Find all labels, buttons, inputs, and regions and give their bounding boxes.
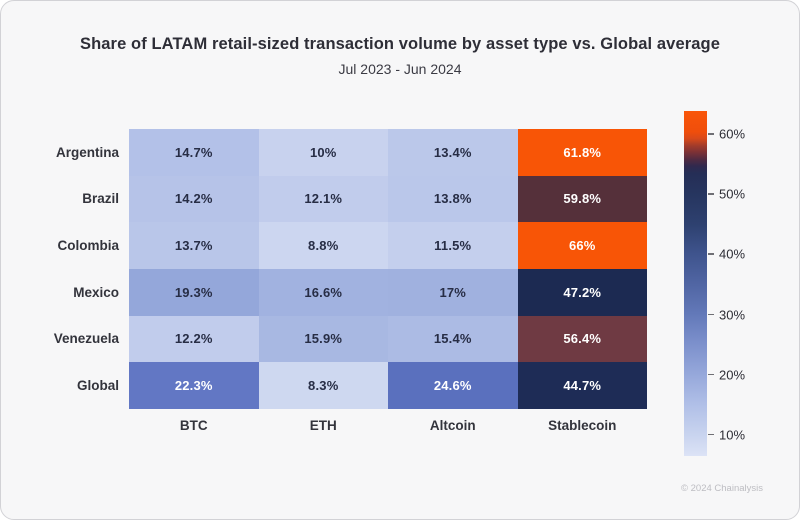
heatmap-cell: 61.8% xyxy=(517,129,647,176)
heatmap-cell: 8.8% xyxy=(258,222,388,269)
heatmap-cell: 47.2% xyxy=(517,268,647,316)
column-label-eth: ETH xyxy=(309,418,337,433)
heatmap-cell: 24.6% xyxy=(388,362,518,409)
heatmap-cell-value: 14.2% xyxy=(174,191,213,207)
heatmap-cell-value: 13.4% xyxy=(433,144,472,160)
heatmap-cell-value: 12.2% xyxy=(174,331,213,347)
heatmap-cell-value: 56.4% xyxy=(563,331,602,347)
heatmap-cell-value: 8.3% xyxy=(308,378,339,394)
heatmap-cell-value: 22.3% xyxy=(174,378,213,394)
heatmap-cell: 13.7% xyxy=(129,222,259,269)
heatmap-cell-value: 10% xyxy=(309,144,337,160)
colorbar-gradient xyxy=(684,111,707,456)
colorbar-tick-label: 10% xyxy=(719,427,746,443)
colorbar-tick xyxy=(708,133,714,135)
heatmap-cell-value: 13.8% xyxy=(433,191,472,207)
heatmap-cell-value: 8.8% xyxy=(308,238,339,254)
colorbar-legend: 60% 50% 40% 30% 20% 10% xyxy=(684,111,746,456)
heatmap-cell-value: 66% xyxy=(568,238,596,254)
column-label-altcoin: Altcoin xyxy=(429,418,476,433)
heatmap-cell-value: 12.1% xyxy=(304,191,343,207)
heatmap-cell-value: 17% xyxy=(439,284,467,300)
heatmap-cell-value: 16.6% xyxy=(304,284,343,300)
chart-subtitle: Jul 2023 - Jun 2024 xyxy=(338,61,462,77)
copyright-text: © 2024 Chainalysis xyxy=(681,483,763,494)
row-label-brazil: Brazil xyxy=(82,191,119,207)
colorbar-tick xyxy=(708,313,714,316)
chart-title: Share of LATAM retail-sized transaction … xyxy=(80,35,720,53)
heatmap-cell: 22.3% xyxy=(129,362,259,409)
heatmap-cell: 44.7% xyxy=(517,362,647,409)
colorbar-tick xyxy=(708,433,714,436)
heatmap-cell-value: 13.7% xyxy=(174,238,213,254)
colorbar-tick xyxy=(708,373,714,376)
colorbar-tick-label: 20% xyxy=(719,367,746,383)
heatmap-cell: 13.4% xyxy=(388,129,518,176)
heatmap-cell: 59.8% xyxy=(517,175,647,223)
heatmap-cell-value: 14.7% xyxy=(174,144,213,160)
heatmap-cell: 11.5% xyxy=(388,222,518,269)
heatmap-cell: 17% xyxy=(388,268,518,316)
heatmap-cell: 56.4% xyxy=(517,315,647,363)
row-label-argentina: Argentina xyxy=(55,144,119,160)
colorbar-tick xyxy=(708,253,714,255)
colorbar-tick-label: 50% xyxy=(719,186,746,202)
heatmap-cell-value: 19.3% xyxy=(174,284,213,300)
column-label-stablecoin: Stablecoin xyxy=(548,418,617,433)
row-label-venezuela: Venezuela xyxy=(53,331,119,347)
heatmap-cell: 14.2% xyxy=(129,175,259,223)
heatmap-cell-value: 15.4% xyxy=(433,331,472,347)
heatmap-cell-value: 15.9% xyxy=(304,331,343,347)
row-label-global: Global xyxy=(76,378,119,394)
heatmap-cell: 14.7% xyxy=(129,129,259,176)
row-label-colombia: Colombia xyxy=(57,238,119,254)
heatmap-cell-value: 59.8% xyxy=(563,191,602,207)
heatmap-cell: 12.2% xyxy=(129,315,259,363)
column-label-btc: BTC xyxy=(179,418,208,433)
heatmap-cell-value: 47.2% xyxy=(563,284,602,300)
heatmap-cell: 66% xyxy=(517,222,647,269)
colorbar-tick-label: 40% xyxy=(719,246,746,262)
heatmap-cell-value: 44.7% xyxy=(563,378,602,394)
heatmap-cell: 12.1% xyxy=(258,175,388,223)
row-label-mexico: Mexico xyxy=(73,284,119,300)
colorbar-tick xyxy=(708,193,714,195)
heatmap-cell: 10% xyxy=(258,129,388,176)
heatmap-cell: 8.3% xyxy=(258,362,388,409)
heatmap-cell: 19.3% xyxy=(129,268,259,316)
heatmap-cell: 15.9% xyxy=(258,315,388,363)
heatmap-cell: 15.4% xyxy=(388,315,518,363)
heatmap: 14.7% 10% 13.4% 61.8% 14.2% 12.1% 13.8% 59.8% 13… xyxy=(129,129,647,409)
heatmap-cell: 13.8% xyxy=(388,175,518,223)
heatmap-cell-value: 24.6% xyxy=(433,378,472,394)
heatmap-cell-value: 61.8% xyxy=(563,144,602,160)
heatmap-cell: 16.6% xyxy=(258,268,388,316)
colorbar-tick-label: 30% xyxy=(719,307,746,323)
colorbar-tick-label: 60% xyxy=(719,126,746,142)
heatmap-cell-value: 11.5% xyxy=(434,238,472,254)
